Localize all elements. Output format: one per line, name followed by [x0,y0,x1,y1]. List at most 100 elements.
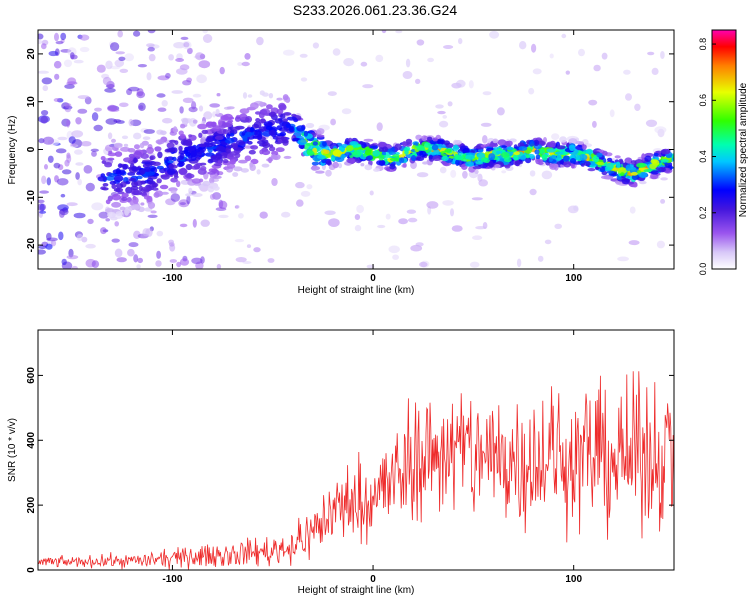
spectrogram-cell [306,184,313,190]
spectrogram-cell [55,148,67,154]
spectrogram-cell [114,59,125,67]
spectrogram-cell [402,71,413,79]
spectrogram-cell [297,139,307,146]
spectrogram-cell [300,77,308,82]
spectrogram-cell [66,119,71,128]
spectrogram-cell [184,158,195,162]
spectrogram-cell [634,103,641,112]
spectrogram-cell [546,148,556,153]
spectrogram-cell [296,125,306,132]
spectrogram-cell [605,162,614,170]
spectrogram-cell [239,108,250,114]
spectrogram-cell [278,118,283,122]
spectrogram-cell [398,154,405,159]
spectrogram-cell [454,140,462,145]
spectrogram-cell [216,145,226,153]
spectrogram-cell [216,263,222,269]
spectrogram-cell [110,108,120,112]
spectrogram-cell [117,163,123,169]
spectrogram-cell [146,146,155,154]
spectrogram-cell [71,265,78,269]
spectrogram-cell [166,142,175,149]
spectrogram-cell [416,39,425,46]
spectrogram-cell [386,167,391,172]
spectrogram-cell [563,160,572,168]
spectrogram-cell [169,259,177,263]
spectrogram-cell [114,248,123,258]
spectrogram-cell [531,43,537,53]
spectrogram-cell [376,122,383,131]
spectrogram-cell [556,154,562,160]
spectrogram-cell [525,157,532,164]
spectrogram-cell [427,152,437,156]
spectrogram-cell [529,170,536,177]
spectrogram-cell [561,33,567,39]
spectrogram-cell [261,149,271,156]
spectrogram-cell [207,171,216,175]
spectrogram-xlabel: Height of straight line (km) [298,285,415,296]
spectrogram-cell [55,41,64,45]
spectrogram-cell [118,56,126,61]
spectrogram-cell [259,211,268,219]
spectrogram-cell [105,118,118,125]
spectrogram-cell [296,199,304,207]
spectrogram-cell [179,223,188,228]
spectrogram-cell [432,155,442,161]
spectrogram-ytick-label: 20 [26,48,37,60]
spectrogram-cell [64,84,75,89]
spectrogram-xtick-label: 100 [565,273,582,284]
spectrogram-cell [156,93,166,98]
spectrogram-cell [168,163,175,169]
spectrogram-cell [70,54,78,60]
spectrogram-cell [182,41,192,50]
spectrogram-cell [38,249,46,255]
spectrogram-cell [194,148,201,153]
spectrogram-cell [541,153,548,161]
spectrogram-cell [200,219,210,227]
spectrogram-cell [442,115,448,119]
spectrogram-cell [115,51,125,55]
spectrogram-cell [98,211,109,219]
spectrogram-cell [494,164,501,169]
spectrogram-cell [328,218,340,228]
spectrogram-cell [218,200,228,210]
spectrogram-cell [432,137,438,142]
spectrogram-ytick-label: -20 [26,237,37,252]
spectrogram-cell [395,30,403,34]
spectrogram-cell [641,153,646,161]
spectrogram-cell [100,156,106,161]
spectrogram-cell [256,169,261,175]
spectrogram-cell [46,232,52,241]
spectrogram-cell [651,67,659,75]
spectrogram-cell [173,175,179,179]
spectrogram-cell [617,167,627,175]
spectrogram-cell [551,133,560,141]
spectrogram-cell [242,135,248,142]
spectrogram-marks [38,30,674,269]
spectrogram-cell [111,238,120,243]
spectrogram-cell [156,250,162,259]
spectrogram-cell [191,257,203,264]
spectrogram-cell [367,155,373,161]
spectrogram-cell [244,155,252,162]
spectrogram-cell [533,139,540,146]
spectrogram-cell [455,159,460,166]
spectrogram-cell [237,62,243,66]
spectrogram-cell [471,197,483,201]
spectrogram-cell [197,123,208,130]
spectrogram-cell [220,115,230,121]
spectrogram-cell [227,119,234,123]
spectrogram-cell [142,228,150,237]
spectrogram-cell [107,157,115,161]
spectrogram-cell [187,140,193,146]
spectrogram-cell [198,105,204,112]
spectrogram-cell [66,255,79,260]
spectrogram-cell [438,143,443,148]
spectrogram-cell [185,163,193,171]
spectrogram-cell [268,146,276,152]
spectrogram-cell [295,181,305,189]
spectrogram-cell [142,136,151,140]
spectrogram-cell [57,136,68,141]
spectrogram-cell [38,40,44,44]
spectrogram-cell [140,202,145,206]
